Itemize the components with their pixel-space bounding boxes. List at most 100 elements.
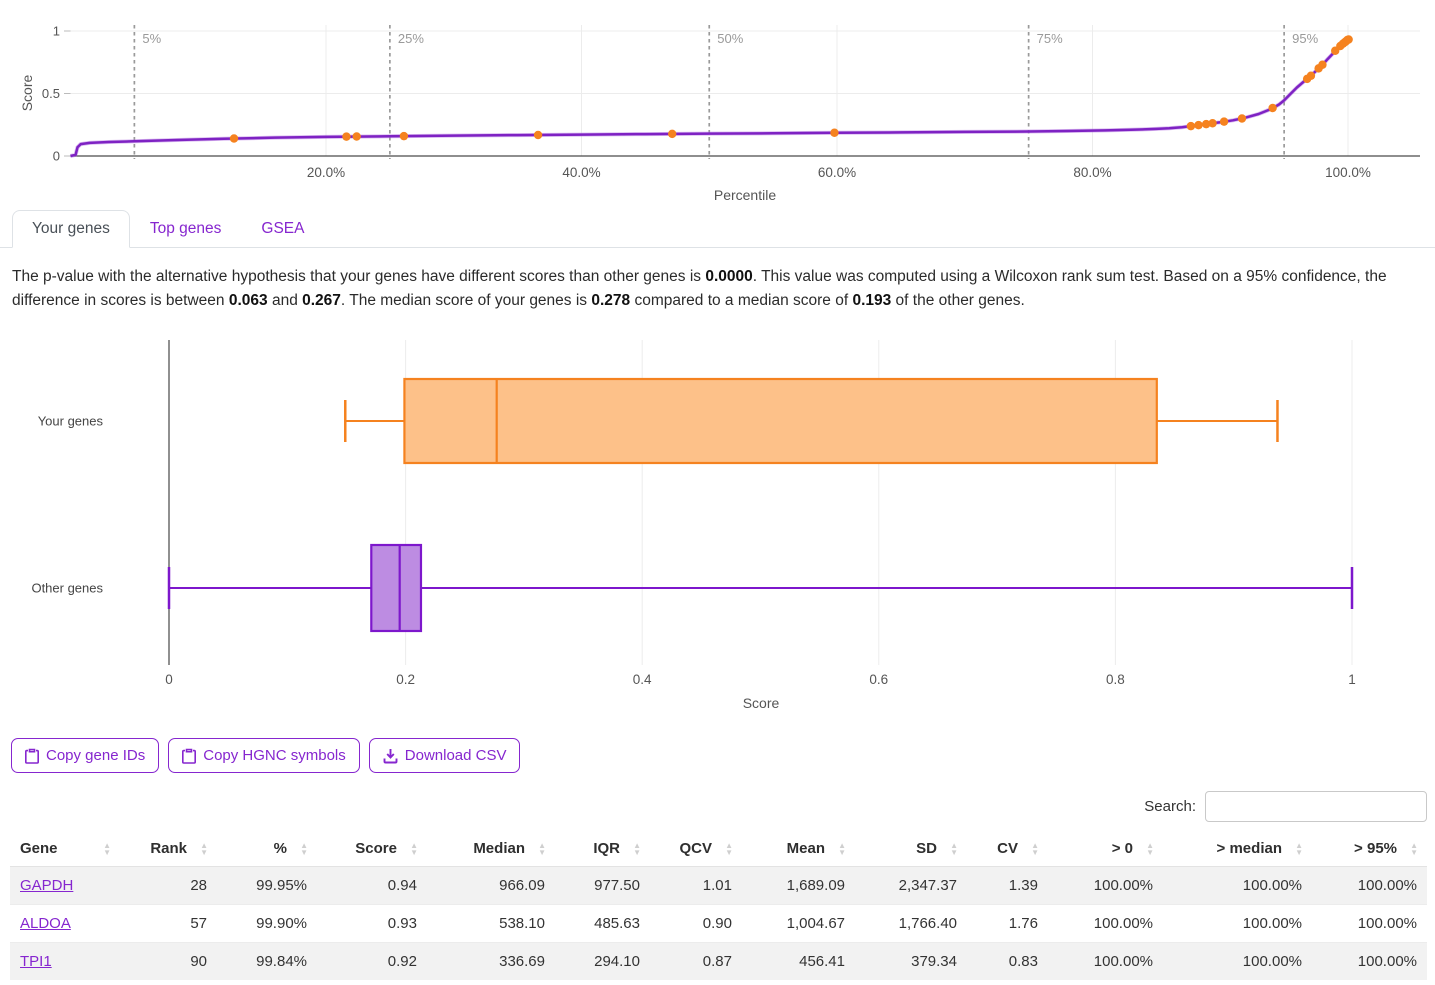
- sort-arrows-icon[interactable]: ▲ ▼: [538, 840, 546, 857]
- cell-0: 100.00%: [1048, 942, 1163, 980]
- sort-arrows-icon[interactable]: ▲ ▼: [633, 840, 641, 857]
- sort-arrows-icon[interactable]: ▲ ▼: [725, 840, 733, 857]
- download-csv-button[interactable]: Download CSV: [368, 738, 521, 773]
- x-tick-label: 80.0%: [1073, 165, 1111, 180]
- cell-qcv: 0.87: [650, 942, 742, 980]
- cell-qcv: 0.90: [650, 904, 742, 943]
- column-header-label: Rank: [150, 840, 187, 857]
- x-tick-label: 20.0%: [307, 165, 345, 180]
- sort-arrows-icon[interactable]: ▲ ▼: [1146, 840, 1154, 857]
- column-header-mean[interactable]: Mean ▲ ▼: [742, 831, 855, 867]
- gene-score-point: [830, 128, 839, 137]
- column-header-sd[interactable]: SD ▲ ▼: [855, 831, 967, 867]
- box-iqr: [370, 543, 423, 633]
- cell-score: 0.94: [317, 866, 427, 905]
- cell-rank: 90: [120, 942, 217, 980]
- stat-value: 0.193: [852, 292, 892, 309]
- percentile-marker-label: 95%: [1292, 31, 1318, 46]
- cell-sd: 2,347.37: [855, 866, 967, 905]
- gene-score-point: [1186, 121, 1196, 131]
- stat-value: 0.0000: [705, 268, 753, 285]
- cell-95: 100.00%: [1312, 904, 1427, 943]
- copy-hgnc-symbols-button[interactable]: Copy HGNC symbols: [168, 738, 360, 773]
- column-header-label: CV: [997, 840, 1018, 857]
- box-iqr: [403, 377, 1158, 465]
- gene-score-point: [1208, 119, 1217, 128]
- cell-median: 336.69: [427, 942, 555, 980]
- x-tick-label: 60.0%: [818, 165, 856, 180]
- tab-your-genes[interactable]: Your genes: [12, 210, 130, 248]
- cell-mean: 1,004.67: [742, 904, 855, 943]
- cell-iqr: 294.10: [555, 942, 650, 980]
- column-header-label: Score: [355, 840, 397, 857]
- column-header-median[interactable]: Median ▲ ▼: [427, 831, 555, 867]
- copy-gene-ids-button[interactable]: Copy gene IDs: [11, 738, 160, 773]
- sort-arrows-icon[interactable]: ▲ ▼: [410, 840, 418, 857]
- sort-arrows-icon[interactable]: ▲ ▼: [300, 840, 308, 857]
- column-header-cv[interactable]: CV ▲ ▼: [967, 831, 1048, 867]
- clipboard-icon: [182, 748, 197, 764]
- stat-text: . This value was computed using a Wilcox…: [12, 268, 1387, 309]
- sort-arrows-icon[interactable]: ▲ ▼: [950, 840, 958, 857]
- sort-arrows-icon[interactable]: ▲ ▼: [200, 840, 208, 857]
- column-header-label: QCV: [679, 840, 712, 857]
- y-tick-label: 1: [53, 24, 60, 39]
- gene-score-point: [352, 132, 361, 141]
- sort-arrows-icon[interactable]: ▲ ▼: [103, 840, 111, 857]
- gene-score-point: [1268, 103, 1277, 113]
- gene-score-point: [1219, 117, 1229, 126]
- cell-median: 100.00%: [1163, 942, 1312, 980]
- percentile-marker-label: 25%: [398, 31, 424, 46]
- column-header-gene[interactable]: Gene ▲ ▼: [10, 831, 120, 867]
- tab-gsea[interactable]: GSEA: [261, 220, 305, 237]
- column-header-qcv[interactable]: QCV ▲ ▼: [650, 831, 742, 867]
- x-tick-label: 0.8: [1106, 672, 1125, 687]
- column-header-label: IQR: [593, 840, 620, 857]
- gene-link-tpi1[interactable]: TPI1: [20, 953, 52, 970]
- column-header-label: Mean: [786, 840, 825, 857]
- cell-sd: 379.34: [855, 942, 967, 980]
- cell-: 99.95%: [217, 866, 317, 905]
- tab-top-genes[interactable]: Top genes: [149, 220, 222, 237]
- cell-0: 100.00%: [1048, 866, 1163, 905]
- stat-value: 0.063: [228, 292, 268, 309]
- column-header-label: > median: [1216, 840, 1282, 857]
- x-tick-label: 0.6: [869, 672, 888, 687]
- column-header-label: %: [273, 840, 287, 857]
- sort-arrows-icon[interactable]: ▲ ▼: [1295, 840, 1303, 857]
- sort-arrows-icon[interactable]: ▲ ▼: [1410, 840, 1418, 857]
- gene-link-aldoa[interactable]: ALDOA: [20, 915, 71, 932]
- cell-gene: GAPDH: [10, 866, 120, 905]
- y-axis-title: Score: [19, 75, 35, 112]
- table-row-gapdh: GAPDH 28 99.95% 0.94 966.09 977.50 1.01 1,689.0…: [10, 866, 1427, 905]
- column-header-[interactable]: % ▲ ▼: [217, 831, 317, 867]
- cell-score: 0.93: [317, 904, 427, 943]
- cell-mean: 1,689.09: [742, 866, 855, 905]
- sort-arrows-icon[interactable]: ▲ ▼: [1031, 840, 1039, 857]
- cell-: 99.90%: [217, 904, 317, 943]
- stat-value: 0.267: [302, 292, 341, 309]
- column-header-rank[interactable]: Rank ▲ ▼: [120, 831, 217, 867]
- gene-score-point: [229, 134, 239, 143]
- search-label: Search:: [1144, 798, 1196, 815]
- cell-cv: 1.76: [967, 904, 1048, 943]
- percentile-marker-label: 50%: [717, 31, 743, 46]
- cell-: 99.84%: [217, 942, 317, 980]
- table-search-row: Search:: [0, 791, 1427, 822]
- gene-score-point: [1194, 120, 1203, 130]
- search-input[interactable]: [1205, 791, 1427, 822]
- y-tick-label: 0: [53, 149, 60, 164]
- x-tick-label: 0.4: [633, 672, 652, 687]
- column-header-95[interactable]: > 95% ▲ ▼: [1312, 831, 1427, 867]
- cell-cv: 1.39: [967, 866, 1048, 905]
- column-header-iqr[interactable]: IQR ▲ ▼: [555, 831, 650, 867]
- cell-median: 538.10: [427, 904, 555, 943]
- column-header-score[interactable]: Score ▲ ▼: [317, 831, 427, 867]
- sort-arrows-icon[interactable]: ▲ ▼: [838, 840, 846, 857]
- column-header-median[interactable]: > median ▲ ▼: [1163, 831, 1312, 867]
- column-header-label: > 0: [1111, 840, 1133, 857]
- gene-link-gapdh[interactable]: GAPDH: [20, 877, 74, 894]
- percentile-marker-label: 75%: [1037, 31, 1063, 46]
- column-header-0[interactable]: > 0 ▲ ▼: [1048, 831, 1163, 867]
- gene-score-point: [399, 131, 409, 141]
